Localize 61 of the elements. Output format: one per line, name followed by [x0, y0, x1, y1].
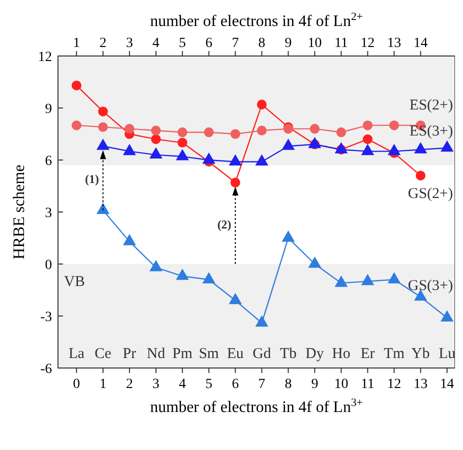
x-tick-label: 13 — [414, 377, 428, 392]
x2-tick-label: 4 — [152, 36, 160, 51]
annotation: Yb — [411, 346, 430, 362]
x2-tick-label: 9 — [284, 36, 292, 51]
x2-tick-label: 3 — [126, 36, 133, 51]
x-axis-title: number of electrons in 4f of Ln$^{3+}$ — [150, 397, 363, 416]
annotation: Tb — [280, 346, 297, 362]
annotation: La — [68, 346, 85, 362]
x2-tick-label: 14 — [414, 36, 428, 51]
series-label: ES(2+) — [410, 98, 453, 114]
x2-tick-label: 8 — [258, 36, 266, 51]
x2-tick-label: 6 — [205, 36, 212, 51]
annotation: Er — [360, 346, 375, 362]
x-tick-label: 0 — [73, 377, 80, 392]
annotation: Pm — [172, 346, 193, 362]
annotation: Pr — [122, 346, 136, 362]
x-tick-label: 1 — [99, 377, 106, 392]
x2-tick-label: 7 — [232, 36, 239, 51]
annotation: (1) — [84, 172, 99, 186]
x-tick-label: 12 — [387, 377, 402, 392]
band-label: VB — [64, 274, 85, 290]
y-axis-title: HRBE scheme — [11, 164, 28, 260]
annotation: Dy — [306, 346, 324, 362]
y-tick-label: 12 — [38, 50, 52, 65]
annotation: Lu — [438, 346, 456, 362]
x-tick-label: 6 — [232, 377, 239, 392]
x-tick-label: 2 — [126, 377, 133, 392]
x2-tick-label: 10 — [308, 36, 322, 51]
series-label: ES(3+) — [410, 124, 453, 140]
series-label: GS(3+) — [408, 278, 454, 294]
y-tick-label: -3 — [40, 310, 52, 325]
annotation: (2) — [217, 217, 232, 232]
annotation: Ce — [94, 346, 112, 362]
x2-tick-label: 2 — [99, 36, 106, 51]
x-tick-label: 11 — [360, 377, 374, 392]
x-tick-label: 14 — [440, 377, 454, 392]
x-tick-label: 9 — [311, 377, 318, 392]
annotation: Eu — [226, 346, 244, 362]
y-tick-label: 0 — [45, 258, 52, 273]
x2-tick-label: 5 — [178, 36, 186, 51]
series-label: GS(2+) — [408, 186, 454, 202]
x2-tick-label: 11 — [334, 36, 348, 51]
x2-tick-label: 13 — [387, 36, 402, 51]
annotation: Nd — [146, 346, 166, 362]
x-tick-label: 7 — [258, 377, 266, 392]
y-tick-label: -6 — [40, 362, 52, 377]
x2-axis-title: number of electrons in 4f of Ln$^{2+}$ — [150, 11, 363, 30]
x-tick-label: 4 — [178, 377, 186, 392]
y-tick-label: 6 — [45, 154, 52, 169]
x-tick-label: 8 — [284, 377, 292, 392]
annotation: Gd — [252, 346, 272, 362]
x-tick-label: 3 — [152, 377, 160, 392]
annotation: Tm — [384, 346, 405, 362]
annotation: Sm — [198, 346, 220, 362]
y-tick-label: 3 — [45, 206, 52, 221]
x-tick-label: 10 — [334, 377, 348, 392]
x2-tick-label: 12 — [360, 36, 375, 51]
x-tick-label: 5 — [205, 377, 212, 392]
y-tick-label: 9 — [45, 102, 52, 117]
annotation: Ho — [332, 346, 350, 362]
x2-tick-label: 1 — [73, 36, 80, 51]
